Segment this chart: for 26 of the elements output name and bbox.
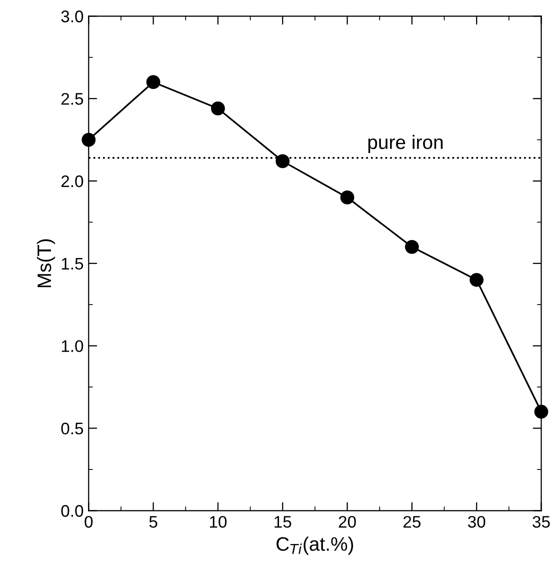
- y-tick-label: 1.5: [62, 258, 84, 270]
- x-tick-label: 15: [274, 516, 292, 528]
- point: [404, 240, 419, 254]
- y-tick-label: 3.0: [61, 10, 84, 22]
- y-tick-label: 2.0: [61, 175, 84, 188]
- point: [276, 154, 290, 168]
- x-tick-label: 30: [468, 516, 486, 528]
- x-tick-label: 0: [84, 516, 93, 528]
- point: [82, 132, 96, 147]
- point: [534, 404, 548, 419]
- y-tick-label: 2.5: [61, 92, 84, 105]
- point: [340, 190, 354, 204]
- x-axis-title: C$_{Ti}$(at.%): [276, 536, 354, 555]
- y-axis-title: Ms(T): [36, 239, 56, 288]
- point: [470, 272, 484, 287]
- y-tick-label: 1.0: [62, 340, 84, 352]
- x-tick-label: 20: [338, 516, 356, 528]
- y-tick-label: 0.0: [61, 505, 84, 517]
- ref-line-label: pure iron: [368, 134, 443, 153]
- x-tick-label: 10: [210, 516, 227, 528]
- point: [146, 75, 160, 90]
- y-tick-label: 0.5: [61, 422, 84, 434]
- x-tick-label: 25: [404, 516, 421, 528]
- x-tick-label: 35: [532, 516, 550, 528]
- x-tick-label: 5: [149, 516, 158, 528]
- point: [211, 102, 225, 116]
